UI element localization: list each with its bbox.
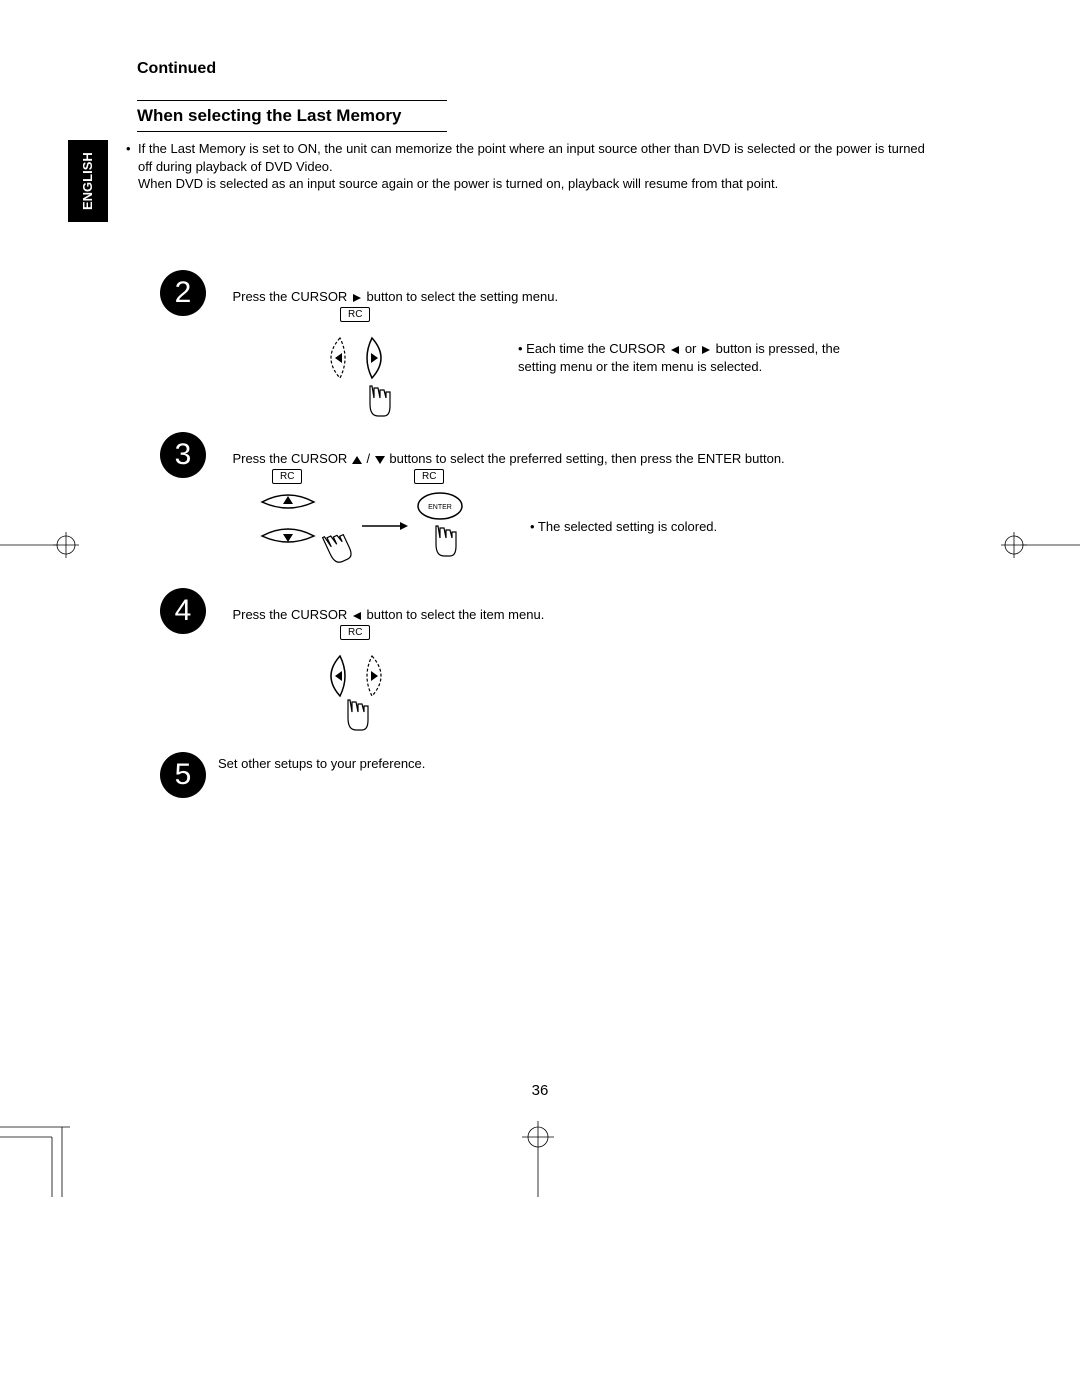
step-2-text: Press the CURSOR button to select the se…	[218, 274, 558, 319]
step-2-note: • Each time the CURSOR or button is pres…	[518, 340, 878, 375]
enter-label: ENTER	[428, 504, 452, 511]
crop-mark-right-icon	[1000, 520, 1080, 570]
rc-label: RC	[414, 469, 444, 484]
step-3-rc-label-1: RC	[272, 466, 302, 484]
intro-line2: When DVD is selected as an input source …	[138, 176, 778, 191]
cursor-left-icon	[669, 345, 681, 355]
step-2-note-b: or	[681, 341, 700, 356]
lr-buttons-left-icon	[310, 644, 410, 744]
step-5-text: Set other setups to your preference.	[218, 756, 425, 771]
intro-bullet: •	[126, 140, 138, 193]
step-3-illustration: ENTER	[242, 486, 502, 586]
step-2-badge: 2	[160, 270, 206, 316]
cursor-up-icon	[351, 455, 363, 465]
step-4-text-b: button to select the item menu.	[363, 607, 544, 622]
page-number: 36	[0, 1082, 1080, 1099]
cursor-left-icon	[351, 611, 363, 621]
cursor-right-icon	[351, 293, 363, 303]
intro-paragraph: • If the Last Memory is set to ON, the u…	[126, 140, 936, 193]
step-4-illustration	[310, 644, 410, 744]
section-heading-wrap: When selecting the Last Memory	[137, 100, 447, 132]
step-3-text-a: Press the CURSOR	[232, 451, 350, 466]
rc-label: RC	[340, 307, 370, 322]
step-2-note-a: • Each time the CURSOR	[518, 341, 669, 356]
page-header: Continued	[137, 60, 216, 78]
step-2-text-b: button to select the setting menu.	[363, 289, 558, 304]
step-3-badge: 3	[160, 432, 206, 478]
crop-mark-left-icon	[0, 520, 80, 570]
crop-mark-bl-icon	[0, 1107, 80, 1197]
rc-label: RC	[340, 625, 370, 640]
step-3-text-c: buttons to select the preferred setting,…	[386, 451, 785, 466]
step-3-note: • The selected setting is colored.	[530, 518, 860, 536]
step-2-illustration	[310, 326, 410, 426]
step-4-badge: 4	[160, 588, 206, 634]
step-5-badge: 5	[160, 752, 206, 798]
heading-bottom-rule	[137, 126, 447, 132]
step-4-rc-label: RC	[340, 622, 370, 640]
step-4-text: Press the CURSOR button to select the it…	[218, 592, 544, 637]
step-3-text: Press the CURSOR / buttons to select the…	[218, 436, 785, 481]
step-2-rc-label: RC	[340, 304, 370, 322]
step-4-text-a: Press the CURSOR	[232, 607, 350, 622]
step-3-rc-label-2: RC	[414, 466, 444, 484]
rc-label: RC	[272, 469, 302, 484]
lr-buttons-icon	[310, 326, 410, 426]
crop-mark-bc-icon	[498, 1107, 578, 1197]
step-3-text-b: /	[363, 451, 374, 466]
cursor-right-icon	[700, 345, 712, 355]
section-heading: When selecting the Last Memory	[137, 106, 447, 126]
updown-enter-icon: ENTER	[242, 486, 502, 586]
intro-line1: If the Last Memory is set to ON, the uni…	[138, 141, 925, 174]
language-tab: ENGLISH	[68, 140, 108, 222]
step-2-text-a: Press the CURSOR	[232, 289, 350, 304]
cursor-down-icon	[374, 455, 386, 465]
